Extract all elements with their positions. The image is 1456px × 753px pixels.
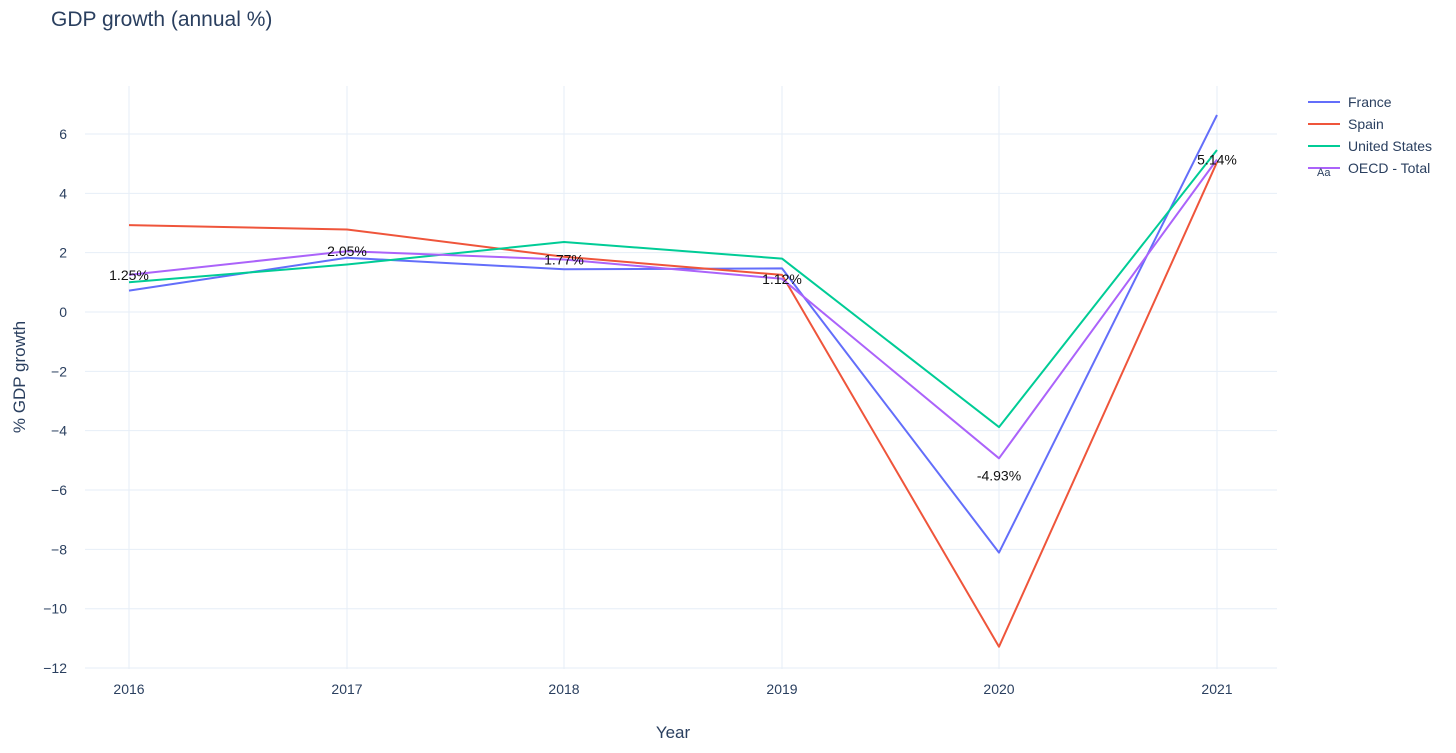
legend-label: United States (1348, 138, 1432, 154)
legend-item[interactable]: United States (1308, 138, 1432, 154)
data-label: -4.93% (977, 467, 1021, 483)
y-axis-ticks: 6 4 2 0 −2 −4 −6 −8 −10 −12 (43, 126, 67, 676)
y-tick-label: 0 (59, 304, 67, 320)
legend-item[interactable]: OECD - Total Aa (1308, 160, 1430, 179)
y-tick-label: −4 (51, 423, 67, 439)
data-label: 2.05% (327, 243, 367, 259)
y-tick-label: −8 (51, 541, 67, 557)
series-line-2 (128, 149, 1218, 429)
x-tick-label: 2016 (113, 681, 144, 697)
data-label: 5.14% (1197, 151, 1237, 167)
data-label: 1.25% (109, 267, 149, 283)
x-tick-label: 2020 (983, 681, 1014, 697)
chart-title: GDP growth (annual %) (51, 8, 273, 31)
y-tick-label: 2 (59, 245, 67, 261)
x-tick-label: 2018 (548, 681, 579, 697)
legend-label: Spain (1348, 116, 1384, 132)
series-line-3 (128, 158, 1218, 460)
grid (85, 86, 1277, 669)
x-axis-ticks: 2016 2017 2018 2019 2020 2021 (113, 681, 1232, 697)
x-tick-label: 2019 (766, 681, 797, 697)
data-label: 1.77% (544, 251, 584, 267)
legend-text-marker: Aa (1317, 167, 1331, 179)
legend-label: France (1348, 94, 1392, 110)
data-label: 1.12% (762, 271, 802, 287)
series-line-1 (128, 161, 1218, 648)
series-lines (128, 114, 1218, 648)
y-tick-label: 4 (59, 185, 67, 201)
x-tick-label: 2017 (331, 681, 362, 697)
legend-item[interactable]: France (1308, 94, 1392, 110)
y-tick-label: −6 (51, 482, 67, 498)
x-axis-title: Year (656, 723, 691, 742)
series-line-0 (128, 114, 1218, 554)
y-tick-label: −10 (43, 601, 67, 617)
legend-item[interactable]: Spain (1308, 116, 1384, 132)
legend[interactable]: France Spain United States OECD - Total Aa (1308, 94, 1432, 179)
y-tick-label: 6 (59, 126, 67, 142)
y-axis-title: % GDP growth (10, 321, 29, 433)
y-tick-label: −12 (43, 660, 67, 676)
x-tick-label: 2021 (1201, 681, 1232, 697)
data-labels: 1.25% 2.05% 1.77% 1.12% -4.93% 5.14% (109, 151, 1237, 483)
legend-label: OECD - Total (1348, 160, 1430, 176)
y-tick-label: −2 (51, 363, 67, 379)
